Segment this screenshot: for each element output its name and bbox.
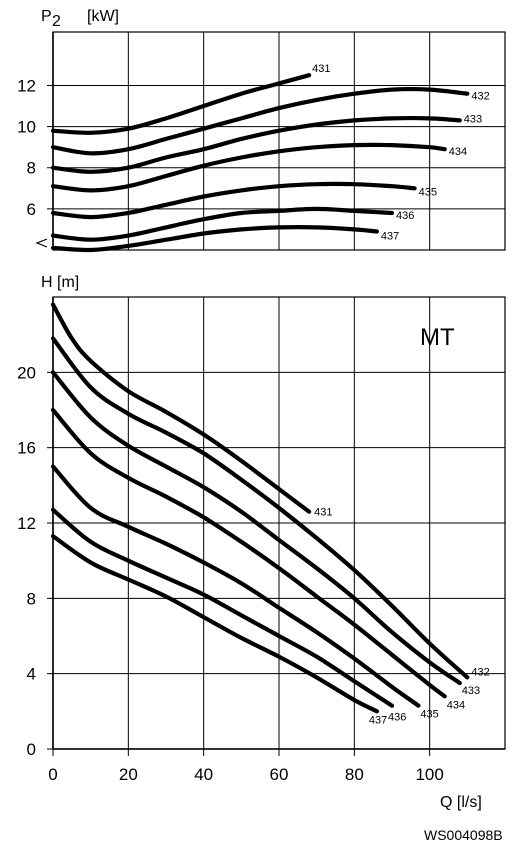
head-curve-434	[50, 407, 447, 699]
head-y-tick-label: 16	[17, 439, 36, 458]
power-curve-label-433: 433	[464, 113, 482, 125]
power-curve-label-437: 437	[381, 230, 399, 242]
power-y-tick-label: 10	[17, 118, 36, 137]
power-curve-436	[50, 206, 395, 242]
power-y-axis-label-sub: 2	[52, 13, 61, 30]
figure-code: WS004098B	[424, 827, 503, 843]
power-curve-label-435: 435	[419, 186, 437, 198]
head-y-tick-label: 12	[17, 514, 36, 533]
x-tick-label: 40	[194, 765, 213, 784]
power-y-tick-label: 6	[27, 200, 36, 219]
x-tick-label: 100	[415, 765, 443, 784]
axis-break-mark	[35, 238, 48, 248]
head-y-tick-label: 0	[27, 740, 36, 759]
head-y-ticks: 0 4 8 12 16 20	[17, 363, 53, 759]
power-chart: 6 8 10 12 431 432 433 434 435 436 437 P 2 [kW]	[17, 8, 506, 253]
power-grid	[52, 32, 505, 250]
power-y-ticks: 6 8 10 12	[17, 76, 53, 219]
head-curve-431	[50, 302, 312, 514]
power-curve-437	[50, 225, 379, 253]
head-curve-label-437: 437	[369, 714, 387, 726]
power-curve-431	[50, 73, 312, 135]
power-curve-label-432: 432	[471, 91, 489, 103]
head-curve-432	[50, 336, 470, 680]
power-curve-label-434: 434	[449, 146, 467, 158]
head-y-axis-label: H [m]	[41, 274, 79, 291]
x-ticks: 0 20 40 60 80 100	[48, 749, 444, 784]
power-curve-432	[50, 86, 470, 156]
power-curve-labels: 431 432 433 434 435 436 437	[312, 63, 490, 242]
head-curve-label-433: 433	[462, 685, 480, 697]
head-curves	[50, 302, 470, 714]
head-curve-label-435: 435	[420, 709, 438, 721]
x-tick-label: 60	[270, 765, 289, 784]
head-y-tick-label: 4	[27, 665, 36, 684]
power-y-tick-label: 12	[17, 76, 36, 95]
head-curve-label-431: 431	[314, 507, 332, 519]
head-curve-label-432: 432	[471, 666, 489, 678]
x-tick-label: 20	[119, 765, 138, 784]
mt-annotation: MT	[420, 324, 455, 351]
head-y-tick-label: 20	[17, 363, 36, 382]
power-curve-label-431: 431	[312, 63, 330, 75]
head-y-tick-label: 8	[27, 589, 36, 608]
head-curve-437	[50, 534, 379, 714]
power-y-axis-label-prefix: P	[41, 8, 52, 25]
x-axis-label: Q [l/s]	[440, 794, 482, 811]
power-curve-435	[50, 181, 417, 220]
power-curves	[50, 73, 470, 253]
head-curve-label-434: 434	[447, 699, 465, 711]
power-curve-433	[50, 116, 462, 174]
x-tick-label: 80	[345, 765, 364, 784]
power-y-tick-label: 8	[27, 159, 36, 178]
power-y-axis-label-unit: [kW]	[87, 8, 119, 25]
head-curve-436	[50, 507, 395, 708]
power-curve-label-436: 436	[396, 210, 414, 222]
head-curve-label-436: 436	[388, 712, 406, 724]
power-curve-434	[50, 142, 447, 193]
x-tick-label: 0	[48, 765, 57, 784]
head-curve-435	[50, 464, 421, 708]
head-curve-433	[50, 370, 462, 686]
